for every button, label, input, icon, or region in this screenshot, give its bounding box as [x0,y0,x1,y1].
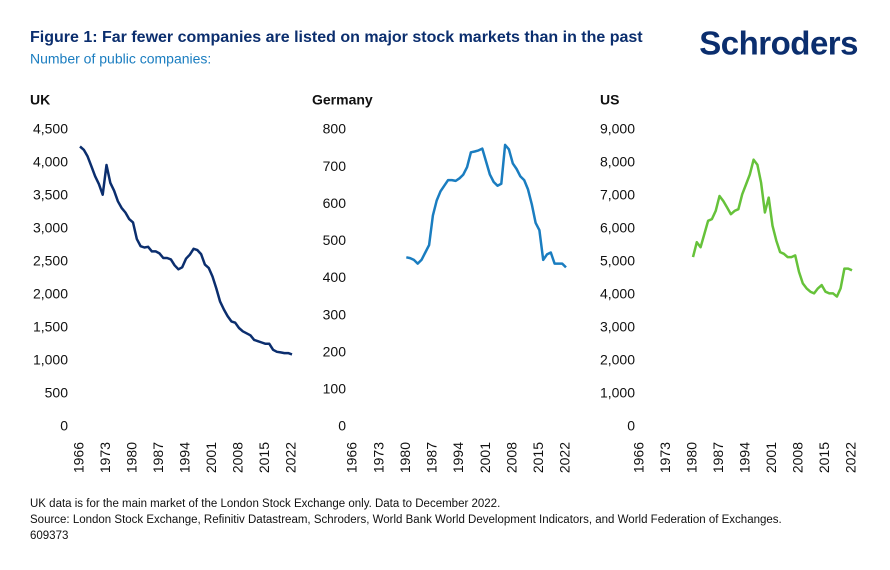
footnote: UK data is for the main market of the Lo… [30,498,500,510]
x-tick-label: 2008 [503,442,519,473]
data-line [691,158,853,298]
data-line [79,145,293,356]
y-tick-label: 3,500 [33,187,68,203]
y-tick-label: 700 [323,158,347,174]
y-tick-label: 500 [323,232,347,248]
y-tick-label: 0 [627,418,635,434]
footnote: 609373 [30,530,68,542]
x-tick-label: 1994 [450,442,466,473]
y-tick-label: 8,000 [600,154,635,170]
x-tick-label: 1987 [150,442,166,473]
y-tick-label: 500 [45,385,69,401]
x-tick-label: 1973 [370,442,386,473]
x-tick-label: 2022 [843,442,859,473]
x-tick-label: 1966 [631,442,647,473]
y-tick-label: 2,000 [600,352,635,368]
y-tick-label: 400 [323,269,347,285]
y-tick-label: 7,000 [600,187,635,203]
x-tick-label: 2008 [790,442,806,473]
x-tick-label: 1966 [344,442,360,473]
y-tick-label: 1,000 [600,385,635,401]
y-tick-label: 600 [323,195,347,211]
x-tick-label: 2015 [256,442,272,473]
x-tick-label: 2022 [557,442,573,473]
y-tick-label: 1,000 [33,352,68,368]
x-tick-label: 1980 [124,442,140,473]
x-tick-label: 2001 [477,442,493,473]
y-tick-label: 100 [323,381,347,397]
y-tick-label: 4,500 [33,121,68,137]
panel-title: US [600,92,619,108]
footnote: Source: London Stock Exchange, Refinitiv… [30,514,782,526]
x-tick-label: 2001 [203,442,219,473]
x-tick-label: 2001 [763,442,779,473]
y-tick-label: 2,000 [33,286,68,302]
y-tick-label: 1,500 [33,319,68,335]
x-tick-label: 2022 [283,442,299,473]
x-tick-label: 2008 [230,442,246,473]
x-tick-label: 1994 [177,442,193,473]
data-line [406,143,567,269]
x-tick-label: 1987 [424,442,440,473]
y-tick-label: 200 [323,343,347,359]
panel-title: UK [30,92,50,108]
x-tick-label: 2015 [530,442,546,473]
y-tick-label: 5,000 [600,253,635,269]
y-tick-label: 3,000 [600,319,635,335]
chart-subtitle: Number of public companies: [30,51,211,67]
x-tick-label: 1994 [737,442,753,473]
x-tick-label: 2015 [816,442,832,473]
x-tick-label: 1973 [657,442,673,473]
y-tick-label: 800 [323,121,347,137]
y-tick-label: 300 [323,306,347,322]
y-tick-label: 3,000 [33,220,68,236]
y-tick-label: 4,000 [600,286,635,302]
chart-title: Figure 1: Far fewer companies are listed… [30,29,643,46]
x-tick-label: 1973 [97,442,113,473]
y-tick-label: 2,500 [33,253,68,269]
y-tick-label: 0 [338,418,346,434]
x-tick-label: 1980 [684,442,700,473]
y-tick-label: 0 [60,418,68,434]
x-tick-label: 1987 [710,442,726,473]
y-tick-label: 6,000 [600,220,635,236]
y-tick-label: 9,000 [600,121,635,137]
y-tick-label: 4,000 [33,154,68,170]
panel-title: Germany [312,92,373,108]
x-tick-label: 1966 [71,442,87,473]
x-tick-label: 1980 [397,442,413,473]
logo: Schroders [699,25,858,62]
